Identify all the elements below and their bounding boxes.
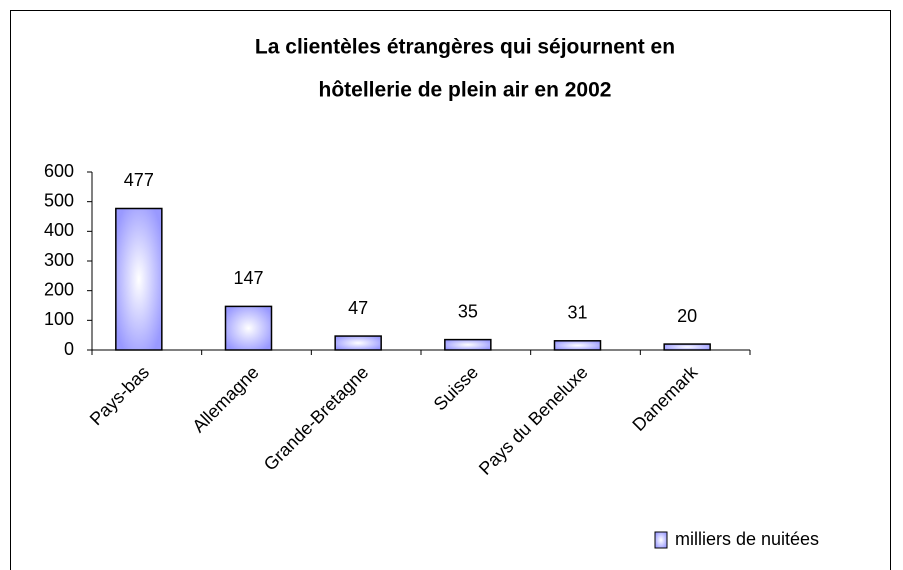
data-label: 35 (458, 301, 478, 321)
y-tick-label: 300 (44, 250, 74, 270)
y-tick-label: 500 (44, 190, 74, 210)
bar (663, 343, 711, 351)
bar (334, 335, 382, 351)
y-tick-label: 200 (44, 279, 74, 299)
data-label: 147 (233, 268, 263, 288)
data-label: 47 (348, 298, 368, 318)
data-label: 20 (677, 306, 697, 326)
bar (553, 340, 602, 351)
bar (444, 338, 492, 351)
y-tick-label: 600 (44, 161, 74, 181)
data-label: 477 (124, 170, 154, 190)
y-tick-label: 0 (64, 339, 74, 359)
bar (115, 207, 163, 351)
data-label: 31 (567, 303, 587, 323)
bar (224, 305, 273, 351)
legend-label: milliers de nuitées (675, 529, 819, 549)
y-tick-label: 400 (44, 220, 74, 240)
chart-title: hôtellerie de plein air en 2002 (319, 79, 612, 102)
legend-swatch (654, 531, 668, 549)
chart-title: La clientèles étrangères qui séjournent … (255, 36, 675, 59)
y-tick-label: 100 (44, 309, 74, 329)
